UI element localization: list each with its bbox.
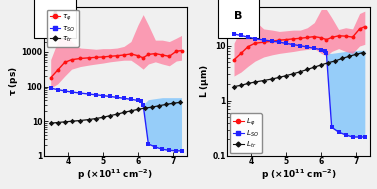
Y-axis label: $\bf{L\ (\mu m)}$: $\bf{L\ (\mu m)}$ — [198, 64, 211, 98]
Legend: $L_\varphi$, $L_{SO}$, $L_{tr}$: $L_\varphi$, $L_{SO}$, $L_{tr}$ — [230, 113, 262, 153]
Legend: $\tau_\varphi$, $\tau_{SO}$, $\tau_{tr}$: $\tau_\varphi$, $\tau_{SO}$, $\tau_{tr}$ — [47, 10, 79, 47]
Y-axis label: $\bf{\tau\ (ps)}$: $\bf{\tau\ (ps)}$ — [7, 67, 20, 96]
X-axis label: $\bf{p}$ $\bf{(\times 10^{11}\ cm^{-2})}$: $\bf{p}$ $\bf{(\times 10^{11}\ cm^{-2})}… — [77, 168, 153, 182]
Text: A: A — [51, 11, 60, 21]
X-axis label: $\bf{p}$ $\bf{(\times 10^{11}\ cm^{-2})}$: $\bf{p}$ $\bf{(\times 10^{11}\ cm^{-2})}… — [261, 168, 337, 182]
Text: B: B — [234, 11, 242, 21]
